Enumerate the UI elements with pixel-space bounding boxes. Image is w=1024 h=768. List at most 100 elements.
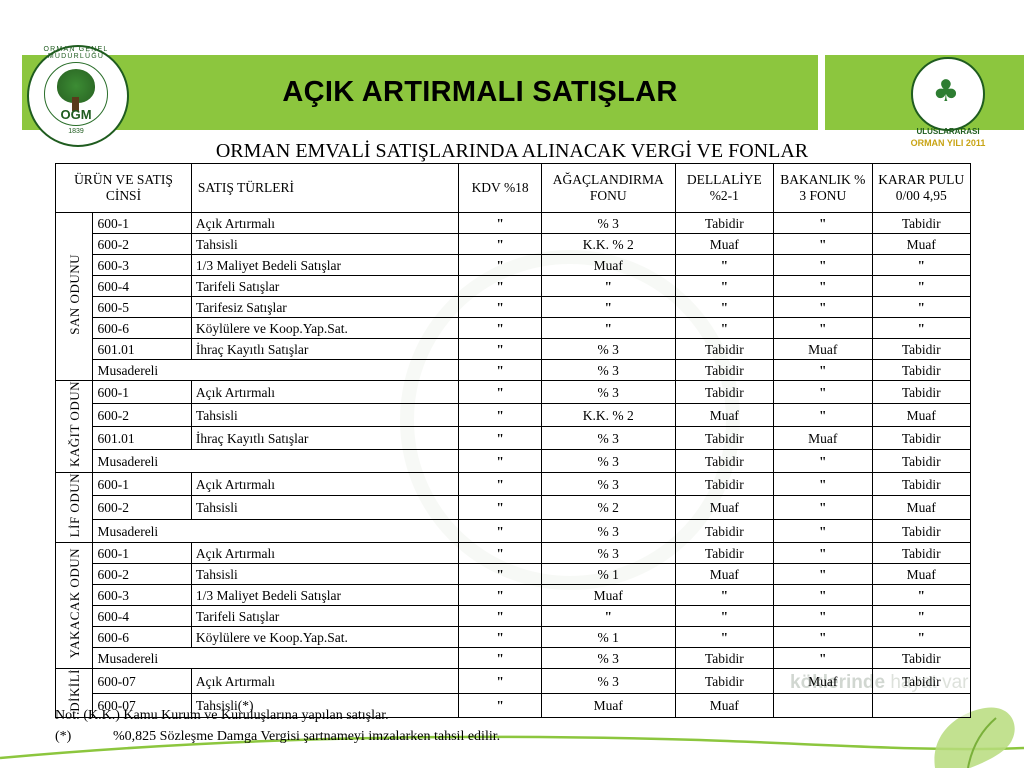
table-row: 600-2 Tahsisli "% 1 Muaf " Muaf — [56, 563, 971, 586]
cell-afforestation-fund: % 3 — [540, 472, 676, 497]
cell-ministry-fund: " — [773, 647, 873, 670]
cell-kdv: " — [458, 296, 542, 318]
cell-ministry-fund: " — [773, 233, 873, 255]
page-title: AÇIK ARTIRMALI SATIŞLAR — [282, 76, 678, 108]
logo-inner-circle: OGM — [44, 62, 108, 126]
cell-ministry-fund: Muaf — [773, 668, 873, 694]
table-row: YAKACAK ODUN 600-1 Açık Artırmalı "% 3 Tabid… — [54, 542, 971, 670]
cell-karar-pulu: Muaf — [871, 233, 971, 255]
row-group-label-text: KAĞIT ODUN — [66, 381, 82, 468]
cell-sale-type: 1/3 Maliyet Bedeli Satışlar — [190, 584, 460, 607]
cell-ministry-fund: " — [773, 605, 873, 628]
cell-code: 600-6 — [92, 626, 192, 649]
cell-ministry-fund: " — [773, 448, 873, 474]
cell-kdv: " — [458, 233, 542, 255]
cell-dellaliye: " — [674, 296, 775, 318]
cell-afforestation-fund: K.K. % 2 — [540, 403, 676, 427]
column-header-afforestation-fund: AĞAÇLANDIRMA FONU — [540, 163, 676, 213]
cell-sale-type: Tahsisli — [190, 403, 460, 427]
cell-kdv: " — [458, 403, 542, 427]
cell-afforestation-fund: % 3 — [540, 518, 676, 544]
cell-dellaliye: Tabidir — [674, 472, 775, 497]
column-header-karar-pulu: KARAR PULU 0/00 4,95 — [871, 163, 971, 213]
cell-code: 600-1 — [92, 472, 192, 497]
cell-dellaliye: Muaf — [674, 563, 775, 586]
cell-code: 600-1 — [92, 212, 192, 234]
cell-karar-pulu: Tabidir — [871, 426, 971, 450]
cell-sale-type: Köylülere ve Koop.Yap.Sat. — [190, 317, 460, 339]
cell-karar-pulu: Muaf — [871, 495, 971, 520]
cell-code: 600-5 — [92, 296, 192, 318]
cell-kdv: " — [458, 605, 542, 628]
cell-ministry-fund — [773, 692, 873, 719]
column-header-kdv: KDV %18 — [458, 163, 542, 213]
cell-code: 600-6 — [92, 317, 192, 339]
cell-karar-pulu: Tabidir — [871, 380, 971, 404]
cell-sale-type: Açık Artırmalı — [190, 380, 460, 404]
cell-code: Musadereli — [92, 359, 460, 381]
logo-year: 1839 — [68, 128, 84, 135]
cell-afforestation-fund: % 3 — [540, 426, 676, 450]
logo-right-circle — [911, 57, 985, 131]
cell-karar-pulu: " — [871, 254, 971, 276]
cell-ministry-fund: " — [773, 542, 873, 565]
note-1: Not: (K.K.) Kamu Kurum ve Kuruluşlarına … — [55, 708, 389, 723]
table-row: 601.01 İhraç Kayıtlı Satışlar "% 3 Tabidir M… — [56, 426, 971, 450]
ogm-logo: ORMAN GENEL MÜDÜRLÜĞÜ OGM 1839 — [22, 42, 132, 147]
note-2: (*) %0,825 Sözleşme Damga Vergisi şartnam… — [55, 729, 935, 745]
cell-afforestation-fund: % 1 — [540, 563, 676, 586]
cell-dellaliye: Tabidir — [674, 542, 775, 565]
table-row: 600-4 Tarifeli Satışlar " " " " " — [56, 605, 971, 628]
cell-ministry-fund: " — [773, 626, 873, 649]
row-group-label: DİKİLİ — [54, 668, 94, 719]
cell-karar-pulu: Tabidir — [871, 359, 971, 381]
cell-code: 600-2 — [92, 403, 192, 427]
cell-dellaliye: Tabidir — [674, 448, 775, 474]
cell-code: 600-3 — [92, 254, 192, 276]
cell-ministry-fund: " — [773, 275, 873, 297]
table-row: 600-2 Tahsisli " K.K. % 2 Muaf " Muaf — [56, 403, 971, 427]
table-row: Musadereli "% 3 Tabidir " Tabidir — [56, 647, 971, 670]
cell-afforestation-fund: % 3 — [540, 542, 676, 565]
cell-kdv: " — [458, 518, 542, 544]
table-row: LİF ODUN 600-1 Açık Artırmalı "% 3 Tabidir " T… — [54, 472, 971, 544]
row-group-label: SAN ODUNU — [54, 212, 94, 381]
cell-afforestation-fund: Muaf — [540, 692, 676, 719]
cell-kdv: " — [458, 626, 542, 649]
cell-ministry-fund: " — [773, 212, 873, 234]
page-subtitle: ORMAN EMVALİ SATIŞLARINDA ALINACAK VERGİ… — [215, 140, 809, 162]
cell-code: 600-2 — [92, 563, 192, 586]
cell-kdv: " — [458, 317, 542, 339]
cell-ministry-fund: " — [773, 254, 873, 276]
cell-dellaliye: Tabidir — [674, 668, 775, 694]
cell-afforestation-fund: % 1 — [540, 626, 676, 649]
row-group-label: YAKACAK ODUN — [54, 542, 94, 670]
cell-karar-pulu: " — [871, 626, 971, 649]
cell-dellaliye: Tabidir — [674, 338, 775, 360]
cell-dellaliye: " — [674, 275, 775, 297]
cell-afforestation-fund: % 3 — [540, 338, 676, 360]
table-row: Musadereli "% 3 Tabidir " Tabidir — [56, 518, 971, 544]
cell-afforestation-fund: Muaf — [540, 584, 676, 607]
cell-sale-type: 1/3 Maliyet Bedeli Satışlar — [190, 254, 460, 276]
cell-code: 600-4 — [92, 605, 192, 628]
cell-code: Musadereli — [92, 647, 460, 670]
cell-kdv: " — [458, 426, 542, 450]
cell-sale-type: Açık Artırmalı — [190, 542, 460, 565]
cell-ministry-fund: Muaf — [773, 338, 873, 360]
cell-afforestation-fund: % 3 — [540, 668, 676, 694]
row-group-label-text: YAKACAK ODUN — [66, 548, 82, 659]
cell-code: 601.01 — [92, 338, 192, 360]
cell-ministry-fund: " — [773, 380, 873, 404]
table-row: Musadereli "% 3 Tabidir " Tabidir — [56, 448, 971, 474]
cell-karar-pulu: Muaf — [871, 563, 971, 586]
logo-right-line2: ORMAN YILI 2011 — [910, 138, 986, 148]
cell-sale-type: İhraç Kayıtlı Satışlar — [190, 426, 460, 450]
cell-afforestation-fund: " — [540, 605, 676, 628]
cell-ministry-fund: " — [773, 563, 873, 586]
table-body: SAN ODUNU 600-1 Açık Artırmalı "% 3 Tabidir "… — [54, 212, 971, 719]
cell-ministry-fund: " — [773, 518, 873, 544]
table-row: KAĞIT ODUN 600-1 Açık Artırmalı "% 3 Tabidir… — [54, 379, 971, 474]
cell-karar-pulu: Tabidir — [871, 212, 971, 234]
cell-sale-type: Tahsisli — [190, 233, 460, 255]
